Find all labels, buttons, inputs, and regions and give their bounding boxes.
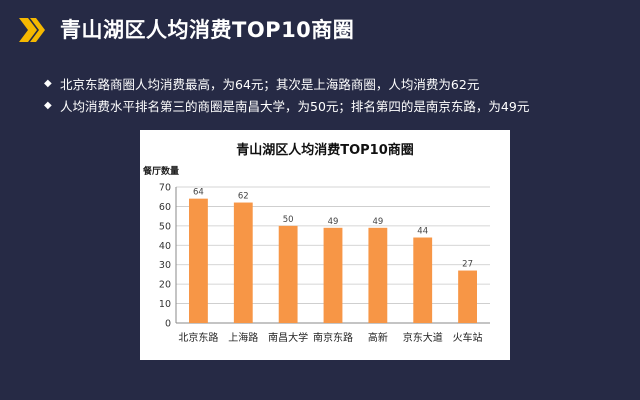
x-tick-label: 上海路 <box>228 331 258 344</box>
x-tick-label: 京东大道 <box>403 331 443 344</box>
bar <box>278 225 298 323</box>
bar <box>458 270 477 323</box>
bullet-text: 人均消费水平排名第三的商圈是南昌大学，为50元；排名第四的是南京东路，为49元 <box>60 98 530 114</box>
label-layer: 0 10 20 30 40 50 60 70 64 北京东路 62 上海路 50 南昌大学 49 南京东路 49… <box>159 183 483 345</box>
data-label: 27 <box>462 260 473 270</box>
bar <box>233 202 253 323</box>
bar-chart: 餐厅数量 0 10 20 30 40 50 60 70 64 北京东路 62 上海路 50 南昌大学 49 南… <box>142 165 490 345</box>
y-tick-label: 30 <box>159 260 171 271</box>
x-tick-label: 火车站 <box>453 331 483 344</box>
y-tick-label: 20 <box>159 280 171 291</box>
chart-title: 青山湖区人均消费TOP10商圈 <box>236 143 414 158</box>
x-tick-label: 南昌大学 <box>268 331 308 344</box>
bar <box>323 227 343 323</box>
x-tick-label: 南京东路 <box>313 331 353 344</box>
bar <box>368 227 388 323</box>
diamond-bullet-icon: ◆ <box>44 99 52 111</box>
y-axis-label: 餐厅数量 <box>142 165 179 177</box>
data-label: 49 <box>372 217 383 227</box>
bullet-text: 北京东路商圈人均消费最高，为64元；其次是上海路商圈，人均消费为62元 <box>60 76 480 92</box>
data-label: 62 <box>238 192 249 202</box>
y-tick-label: 10 <box>159 299 171 310</box>
bullet-list: ◆ 北京东路商圈人均消费最高，为64元；其次是上海路商圈，人均消费为62元 ◆ … <box>44 72 529 116</box>
page-title: 青山湖区人均消费TOP10商圈 <box>60 18 355 42</box>
y-tick-label: 70 <box>159 183 171 194</box>
bar <box>189 198 208 323</box>
diamond-bullet-icon: ◆ <box>44 77 52 89</box>
bar-layer <box>189 198 477 323</box>
data-label: 44 <box>417 227 428 237</box>
double-chevron-right-icon <box>19 18 45 42</box>
data-label: 49 <box>328 217 339 227</box>
bullet-item: ◆ 人均消费水平排名第三的商圈是南昌大学，为50元；排名第四的是南京东路，为49… <box>44 94 529 116</box>
y-tick-label: 50 <box>159 221 171 232</box>
y-tick-label: 0 <box>165 319 171 330</box>
data-label: 64 <box>193 188 204 198</box>
x-tick-label: 高新 <box>368 331 388 344</box>
y-tick-label: 40 <box>159 241 171 252</box>
bullet-item: ◆ 北京东路商圈人均消费最高，为64元；其次是上海路商圈，人均消费为62元 <box>44 72 529 94</box>
y-tick-label: 60 <box>159 202 171 213</box>
chart-panel: 青山湖区人均消费TOP10商圈 餐厅数量 0 10 20 30 40 50 60 70 64 北京… <box>140 130 510 360</box>
x-tick-label: 北京东路 <box>178 331 218 344</box>
data-label: 50 <box>283 215 294 225</box>
bar <box>413 237 433 323</box>
